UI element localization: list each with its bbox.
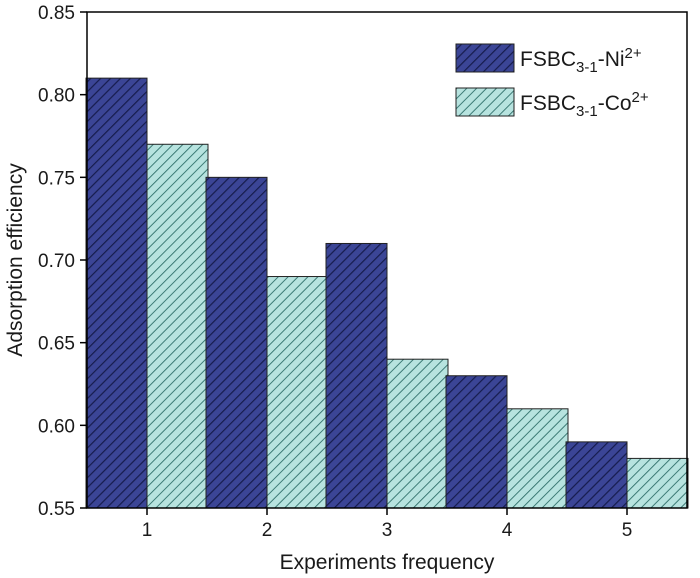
bar-series1-cat3 [325, 242, 388, 509]
y-tick-label: 0.60 [38, 416, 75, 437]
y-tick-label: 0.85 [38, 3, 75, 24]
x-tick-label: 4 [502, 520, 513, 541]
legend-label-series2: FSBC3-1-Co2+ [520, 89, 649, 120]
x-tick-label: 5 [622, 520, 633, 541]
bar-series1-cat4 [445, 375, 508, 509]
legend-swatch-series2 [455, 87, 515, 117]
bar-series2-cat3 [386, 358, 449, 509]
x-tick-label: 3 [382, 520, 393, 541]
y-tick-label: 0.75 [38, 168, 75, 189]
y-tick-label: 0.65 [38, 334, 75, 355]
bars-group [85, 77, 689, 509]
legend: FSBC3-1-Ni2+ FSBC3-1-Co2+ [455, 43, 649, 120]
x-tick-label: 1 [142, 520, 153, 541]
y-tick-label: 0.70 [38, 251, 75, 272]
bar-series1-cat5 [565, 441, 628, 509]
bar-series2-cat1 [146, 143, 209, 509]
x-axis-title: Experiments frequency [280, 551, 495, 574]
y-axis-title: Adsorption efficiency [4, 163, 27, 357]
x-axis-ticks: 1 2 3 4 5 [142, 508, 633, 541]
legend-label-series1: FSBC3-1-Ni2+ [520, 45, 642, 76]
bar-series2-cat4 [506, 408, 569, 509]
bar-series2-cat2 [266, 276, 329, 509]
y-tick-label: 0.55 [38, 499, 75, 520]
y-tick-label: 0.80 [38, 86, 75, 107]
plot-frame [86, 11, 688, 509]
legend-swatch-series1 [455, 43, 515, 73]
bar-series1-cat1 [85, 77, 148, 509]
x-tick-label: 2 [262, 520, 273, 541]
y-axis-ticks: 0.55 0.60 0.65 0.70 0.75 0.80 0.85 [38, 3, 87, 520]
bar-series2-cat5 [626, 457, 689, 509]
bar-series1-cat2 [205, 176, 268, 509]
